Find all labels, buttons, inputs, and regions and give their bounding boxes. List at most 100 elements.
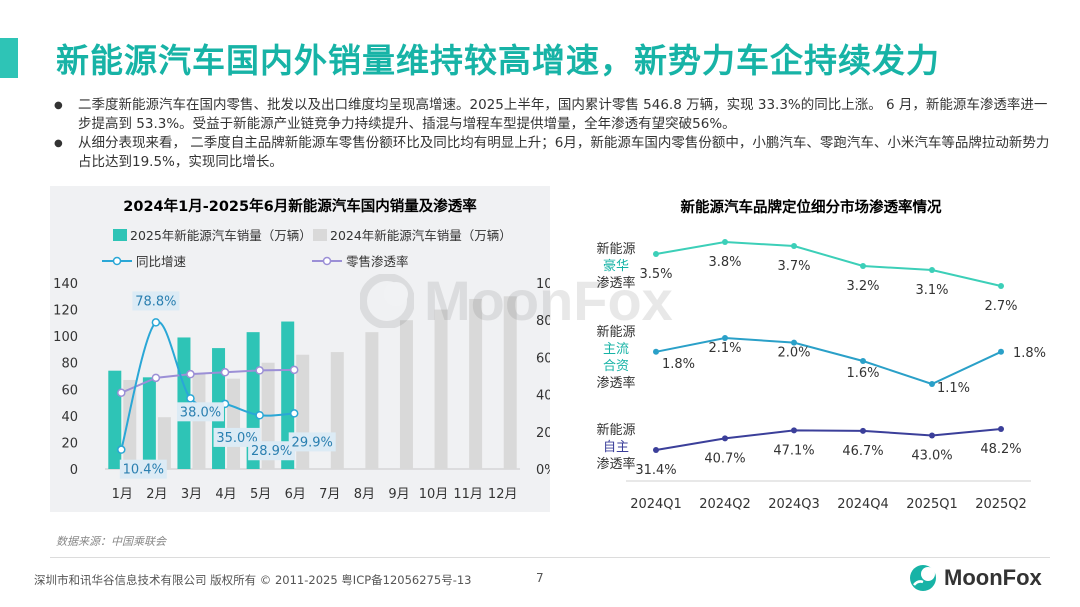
domestic-line	[655, 428, 1002, 451]
penetration-point	[151, 373, 161, 383]
x-tick-label: 2024Q3	[768, 497, 820, 512]
x-tick-label: 2月	[146, 487, 167, 502]
yoy-label-bg	[176, 402, 224, 422]
penetration-point	[255, 366, 264, 375]
x-tick-label: 5月	[250, 487, 271, 502]
domestic-point	[791, 427, 797, 434]
yoy-point	[186, 394, 195, 403]
yoy-data-label: 35.0%	[216, 431, 257, 446]
chart-title: 2024年1月-2025年6月新能源汽车国内销量及渗透率	[123, 197, 477, 215]
y2-tick-label: 40%	[536, 389, 550, 404]
x-tick-label: 1月	[112, 487, 133, 502]
mainstream-data-label: 2.1%	[708, 341, 741, 356]
domestic-point	[998, 426, 1004, 432]
mainstream-data-label: 1.8%	[662, 357, 695, 372]
domestic-data-label: 48.2%	[980, 442, 1021, 457]
bullet-item: 二季度新能源汽车在国内零售、批发以及出口维度均呈现高增速。2025上半年，国内累…	[50, 96, 1050, 134]
bar-2024	[123, 379, 137, 469]
mainstream-data-label: 2.0%	[777, 346, 810, 361]
x-tick-label: 4月	[215, 487, 236, 502]
mainstream-series-label: 新能源	[596, 324, 635, 340]
y-tick-label: 20	[61, 436, 78, 451]
x-tick-label: 2024Q1	[630, 497, 682, 512]
penetration-point	[186, 369, 195, 379]
luxury-point	[653, 251, 659, 257]
yoy-label-bg	[132, 291, 180, 311]
segment-chart-panel: 新能源汽车品牌定位细分市场渗透率情况 3.5% 3.8% 3.7% 3.2% 3.1% 2.…	[576, 186, 1050, 516]
bar-2024	[434, 309, 448, 469]
x-tick-label: 7月	[319, 487, 340, 502]
x-tick-label: 9月	[388, 487, 409, 502]
luxury-series-label: 豪华	[603, 258, 629, 274]
domestic-data-label: 46.7%	[842, 444, 883, 459]
x-tick-label: 2024Q2	[699, 497, 751, 512]
mainstream-data-label: 1.6%	[846, 366, 879, 381]
y2-tick-label: 80%	[536, 314, 550, 329]
footer-logo: MoonFox	[908, 562, 1042, 594]
mainstream-point	[653, 348, 659, 355]
luxury-series-label: 渗透率	[596, 275, 635, 291]
mainstream-point	[791, 339, 797, 346]
domestic-data-label: 43.0%	[911, 449, 952, 464]
luxury-point	[722, 239, 728, 245]
moonfox-logo-icon	[910, 565, 936, 591]
bar-2024	[330, 352, 344, 469]
bar-2025	[142, 377, 156, 469]
luxury-data-label: 3.8%	[708, 255, 741, 270]
x-tick-label: 12月	[488, 487, 518, 502]
penetration-point	[117, 388, 126, 397]
luxury-series-label: 新能源	[596, 241, 635, 257]
summary-bullets: 二季度新能源汽车在国内零售、批发以及出口维度均呈现高增速。2025上半年，国内累…	[50, 96, 1050, 172]
luxury-data-label: 3.5%	[639, 267, 672, 282]
yoy-label-bg	[288, 432, 336, 452]
domestic-data-label: 47.1%	[773, 443, 814, 458]
luxury-point	[998, 283, 1004, 289]
luxury-point	[791, 243, 797, 249]
domestic-point	[860, 427, 866, 434]
yoy-label-bg	[119, 459, 167, 479]
chart-title: 新能源汽车品牌定位细分市场渗透率情况	[681, 198, 942, 216]
yoy-label-bg	[248, 441, 296, 461]
domestic-point	[722, 435, 728, 442]
luxury-point	[860, 263, 866, 269]
legend-marker-yoy	[112, 256, 122, 266]
legend-marker-penetration	[322, 256, 332, 266]
footer-divider	[50, 557, 1050, 558]
y2-tick-label: 60%	[536, 351, 550, 366]
x-tick-label: 2025Q1	[906, 497, 958, 512]
x-tick-label: 2025Q2	[975, 497, 1027, 512]
luxury-data-label: 2.7%	[984, 299, 1017, 314]
bar-2024	[503, 296, 517, 469]
domestic-point	[929, 432, 935, 439]
bar-2025	[108, 370, 122, 469]
bullet-item: 从细分表现来看， 二季度自主品牌新能源车零售份额环比及同比均有明显上升；6月，新…	[50, 134, 1050, 172]
mainstream-line	[655, 336, 1002, 386]
domestic-series-label: 新能源	[596, 422, 635, 438]
yoy-point	[117, 445, 126, 454]
bar-2024	[227, 378, 241, 469]
footer-copyright: 深圳市和讯华谷信息技术有限公司 版权所有 © 2011-2025 粤ICP备12…	[34, 573, 472, 587]
y-tick-label: 0	[70, 463, 78, 478]
luxury-data-label: 3.1%	[915, 283, 948, 298]
luxury-line	[655, 240, 1002, 287]
yoy-point	[255, 410, 264, 420]
domestic-data-label: 40.7%	[704, 451, 745, 466]
page-title: 新能源汽车国内外销量维持较高增速，新势力车企持续发力	[56, 41, 940, 80]
mainstream-series-label: 主流	[603, 342, 629, 357]
y2-tick-label: 0%	[536, 463, 550, 478]
mainstream-point	[860, 358, 866, 364]
legend-swatch-2024	[313, 229, 327, 241]
legend-swatch-2025	[113, 229, 127, 241]
mainstream-data-label: 1.1%	[937, 381, 970, 396]
mainstream-point	[929, 381, 935, 387]
y-tick-label: 60	[61, 383, 78, 398]
x-tick-label: 6月	[285, 487, 306, 502]
luxury-point	[929, 267, 935, 273]
x-tick-label: 2024Q4	[837, 497, 889, 512]
y-tick-label: 40	[61, 410, 78, 425]
bar-2024	[399, 320, 413, 469]
yoy-data-label: 10.4%	[123, 463, 164, 478]
mainstream-data-label: 1.8%	[1013, 346, 1046, 361]
y-tick-label: 120	[53, 304, 78, 319]
bar-2025	[281, 321, 295, 469]
